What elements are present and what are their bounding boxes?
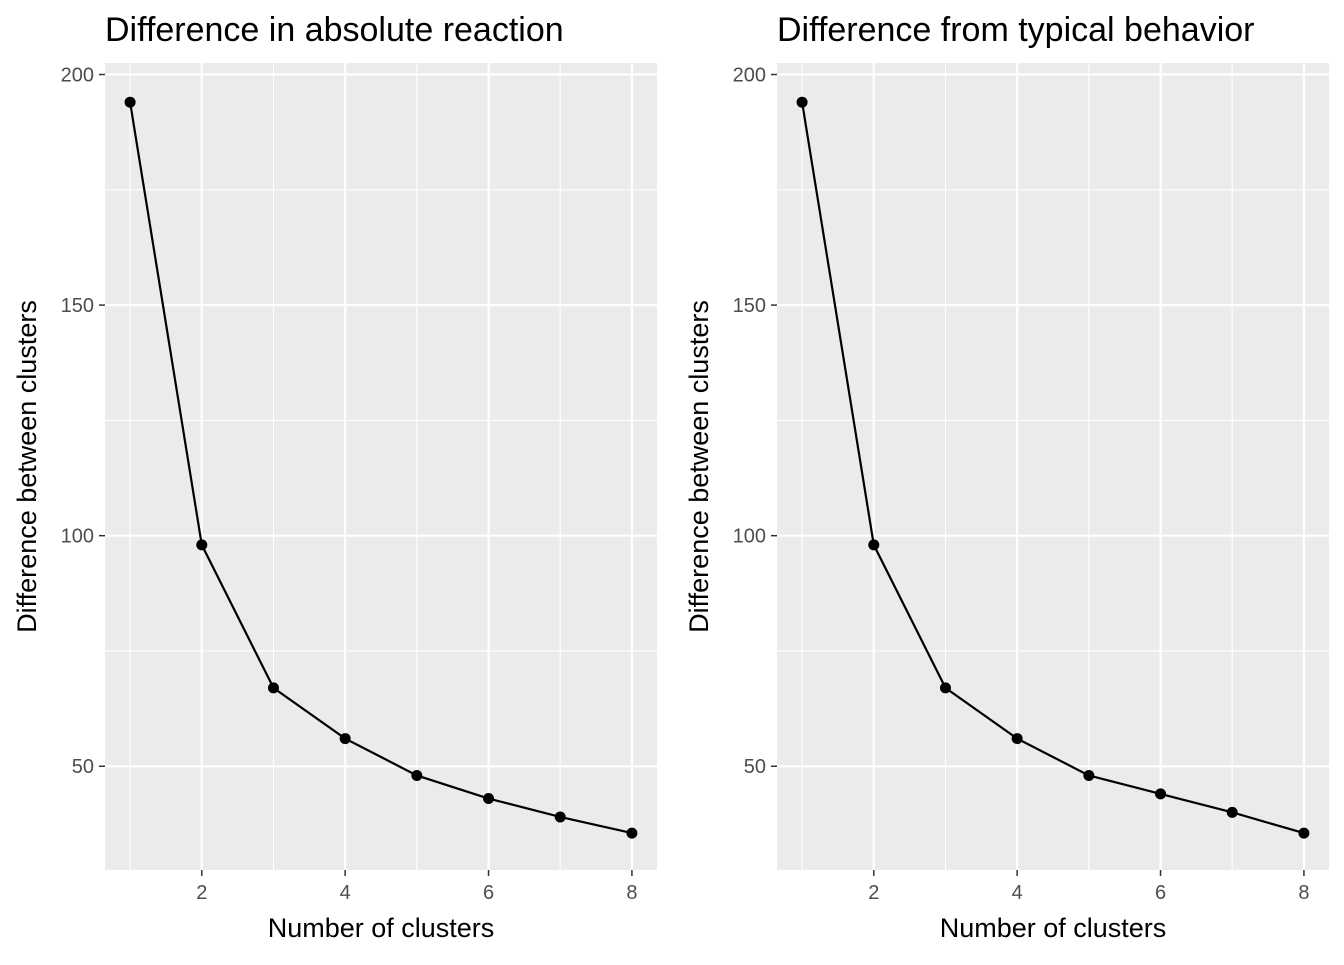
data-point [554, 811, 566, 823]
x-tick-label: 8 [1298, 882, 1309, 904]
y-axis: 50 100 150 200 [61, 65, 105, 778]
plot-background [777, 63, 1329, 870]
x-tick-label: 6 [1155, 882, 1166, 904]
x-tick-label: 2 [868, 882, 879, 904]
y-tick-label: 150 [733, 295, 766, 317]
x-tick-label: 2 [196, 882, 207, 904]
data-point [267, 682, 279, 694]
x-axis-title: Number of clusters [940, 913, 1167, 943]
gridlines [777, 63, 1329, 870]
data-point [868, 539, 880, 551]
plot-background [105, 63, 657, 870]
series-line [129, 102, 633, 835]
chart-title: Difference in absolute reaction [105, 11, 564, 49]
data-point [796, 96, 808, 108]
y-axis: 50 100 150 200 [733, 65, 777, 778]
data-point [1011, 733, 1023, 745]
gridlines [105, 63, 657, 870]
chart-panel-1: 2 4 6 8 50 100 150 200 Difference in absolute re… [12, 11, 657, 943]
data-point [196, 539, 208, 551]
x-axis-title: Number of clusters [268, 913, 495, 943]
data-point [1226, 806, 1238, 818]
y-tick-label: 150 [61, 295, 94, 317]
data-point [483, 793, 495, 805]
series-line [801, 102, 1305, 835]
y-tick-label: 100 [733, 526, 766, 548]
data-point [411, 769, 423, 781]
data-point [1155, 788, 1167, 800]
data-point [626, 827, 638, 839]
x-tick-label: 4 [340, 882, 351, 904]
chart-title: Difference from typical behavior [777, 11, 1254, 49]
series-1 [124, 96, 638, 839]
x-axis: 2 4 6 8 [196, 870, 637, 904]
data-point [124, 96, 136, 108]
chart-panel-2: 2 4 6 8 50 100 150 200 Difference from typical b… [684, 11, 1329, 943]
y-axis-title: Difference between clusters [12, 300, 42, 633]
y-tick-label: 200 [61, 65, 94, 87]
data-point [339, 733, 351, 745]
y-tick-label: 50 [72, 756, 94, 778]
y-tick-label: 50 [744, 756, 766, 778]
data-point [939, 682, 951, 694]
data-point [1298, 827, 1310, 839]
x-tick-label: 6 [483, 882, 494, 904]
x-tick-label: 8 [626, 882, 637, 904]
y-axis-title: Difference between clusters [684, 300, 714, 633]
y-tick-label: 200 [733, 65, 766, 87]
x-tick-label: 4 [1012, 882, 1023, 904]
y-tick-label: 100 [61, 526, 94, 548]
series-1 [796, 96, 1310, 839]
x-axis: 2 4 6 8 [868, 870, 1309, 904]
data-point [1083, 769, 1095, 781]
